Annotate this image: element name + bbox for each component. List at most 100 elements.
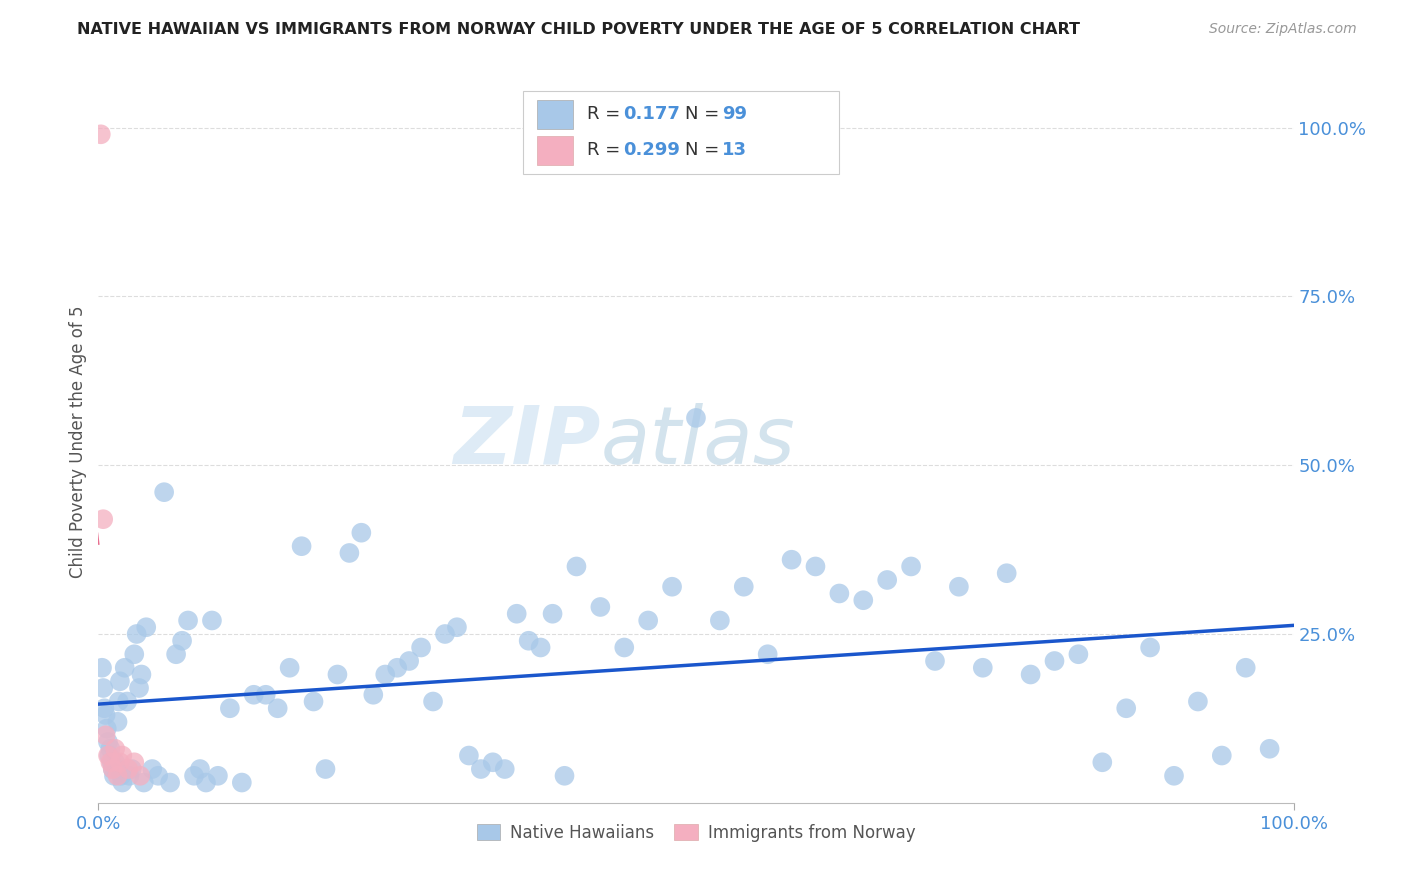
Point [159,775,181,789]
Point [1258,741,1281,756]
Point [165,647,187,661]
Point [195,775,218,789]
Point [780,552,803,566]
Point [243,688,266,702]
Point [183,769,205,783]
Point [948,580,970,594]
Point [506,607,529,621]
Point [804,559,827,574]
Point [267,701,290,715]
Point [121,762,143,776]
Text: NATIVE HAWAIIAN VS IMMIGRANTS FROM NORWAY CHILD POVERTY UNDER THE AGE OF 5 CORRE: NATIVE HAWAIIAN VS IMMIGRANTS FROM NORWA… [77,22,1080,37]
Point [124,647,146,661]
Point [876,573,898,587]
Point [1163,769,1185,783]
Point [1234,661,1257,675]
Point [231,775,253,789]
Point [98,741,122,756]
Point [709,614,731,628]
Text: R =: R = [588,141,626,160]
Point [326,667,349,681]
Point [458,748,481,763]
Point [125,627,148,641]
Point [104,741,127,756]
Point [411,640,433,655]
Point [385,661,409,675]
Point [1187,694,1209,708]
Point [93,701,115,715]
Point [422,694,444,708]
Legend: Native Hawaiians, Immigrants from Norway: Native Hawaiians, Immigrants from Norway [470,817,922,848]
Point [517,633,540,648]
Point [733,580,755,594]
Point [172,633,194,648]
Point [201,614,224,628]
Point [494,762,516,776]
Point [374,667,396,681]
Point [105,762,128,776]
Point [530,640,553,655]
Point [554,769,576,783]
Point [661,580,683,594]
Point [1091,756,1114,770]
Text: 99: 99 [723,105,747,123]
Point [177,614,200,628]
Point [900,559,922,574]
Point [756,647,779,661]
Point [107,694,129,708]
Point [117,762,139,776]
Point [128,681,150,695]
Point [565,559,588,574]
Point [90,128,112,142]
Point [1115,701,1137,715]
Text: ZIP: ZIP [453,402,600,481]
Text: N =: N = [685,141,725,160]
Point [132,775,155,789]
Point [100,756,122,770]
Point [446,620,468,634]
Point [637,614,659,628]
Point [91,512,114,526]
Point [97,748,120,763]
Y-axis label: Child Poverty Under the Age of 5: Child Poverty Under the Age of 5 [69,305,87,578]
Point [107,769,129,783]
Point [219,701,242,715]
Point [470,762,492,776]
Point [131,667,153,681]
Text: 0.177: 0.177 [623,105,681,123]
Point [1211,748,1233,763]
Point [1067,647,1090,661]
Point [98,756,122,770]
Point [118,769,141,783]
Point [852,593,875,607]
Point [103,769,125,783]
Point [589,599,612,614]
Point [291,539,314,553]
Point [828,586,851,600]
Point [278,661,301,675]
Point [97,735,120,749]
Point [96,722,118,736]
Text: R =: R = [588,105,626,123]
Point [108,674,131,689]
Point [94,728,117,742]
Point [104,756,127,770]
Point [111,748,134,763]
Point [363,688,385,702]
Text: atlas: atlas [600,402,796,481]
Point [207,769,229,783]
Point [302,694,325,708]
Point [111,775,134,789]
FancyBboxPatch shape [523,91,839,174]
Point [398,654,420,668]
Point [124,756,146,770]
Point [98,748,121,763]
Point [129,769,152,783]
Point [148,769,170,783]
Point [315,762,337,776]
Point [188,762,211,776]
Point [153,485,176,500]
Point [94,708,117,723]
Point [685,411,707,425]
Point [91,681,114,695]
